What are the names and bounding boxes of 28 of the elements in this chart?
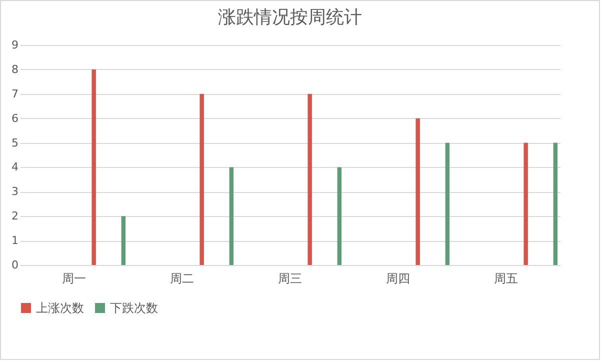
bar [524, 142, 528, 265]
bar [445, 142, 450, 265]
y-tick-label: 4 [12, 160, 18, 174]
bar [416, 118, 420, 265]
y-tick-label: 7 [12, 87, 18, 100]
y-tick-label: 9 [12, 38, 18, 52]
y-tick-label: 0 [12, 258, 18, 272]
bar [308, 94, 312, 265]
legend-label: 下跌次数 [110, 301, 158, 315]
y-tick-label: 2 [12, 210, 18, 223]
chart-title: 涨跌情况按周统计 [218, 7, 362, 28]
bar [229, 167, 234, 265]
x-tick-label: 周一 [62, 272, 86, 286]
legend-label: 上涨次数 [36, 301, 84, 315]
y-tick-label: 3 [12, 185, 18, 198]
x-tick-label: 周四 [386, 272, 410, 286]
x-tick-label: 周二 [170, 272, 194, 286]
bar [337, 167, 342, 265]
x-tick-label: 周五 [494, 272, 518, 286]
x-tick-label: 周三 [278, 272, 302, 286]
bar [553, 142, 558, 265]
bar [200, 94, 204, 265]
bar [92, 69, 96, 265]
bar [121, 216, 126, 265]
y-tick-label: 6 [12, 112, 18, 125]
y-tick-label: 1 [12, 234, 18, 248]
y-tick-label: 8 [12, 62, 18, 76]
y-tick-label: 5 [12, 136, 18, 150]
